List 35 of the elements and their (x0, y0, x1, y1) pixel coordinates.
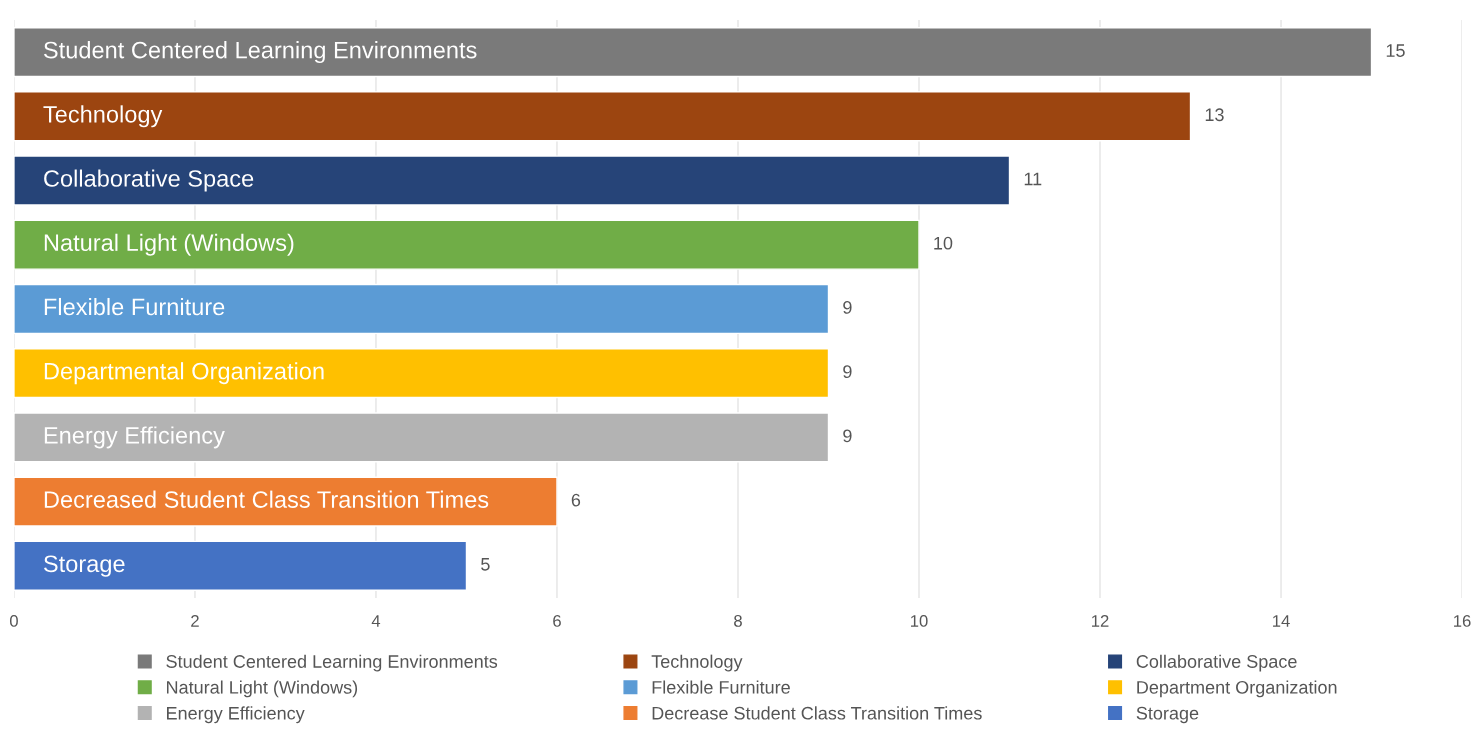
y-tick-label: Storage (43, 555, 125, 577)
x-tick-label: 2 (191, 615, 199, 627)
legend-label: Collaborative Space (1136, 654, 1297, 672)
y-tick-label: Technology (43, 105, 163, 128)
data-label: 13 (1205, 108, 1224, 122)
legend-label: Student Centered Learning Environments (166, 654, 498, 672)
legend-label: Energy Efficiency (167, 706, 305, 724)
y-tick-label: Decreased Student Class Transition Times (44, 490, 489, 508)
y-tick-label: Departmental Organization (44, 362, 324, 385)
data-label: 6 (571, 493, 581, 507)
y-tick-label: Natural Light (Windows) (44, 233, 294, 256)
x-tick-label: 6 (553, 615, 561, 627)
data-label: 9 (843, 301, 852, 314)
legend-label: Storage (1136, 706, 1199, 724)
data-label: 11 (1024, 172, 1042, 186)
x-tick-label: 14 (1273, 615, 1290, 627)
y-tick-label: Student Centered Learning Environments (43, 41, 477, 64)
data-label: 5 (481, 558, 490, 571)
x-tick-label: 0 (9, 615, 18, 627)
x-tick-label: 12 (1092, 615, 1109, 627)
y-tick-label: Energy Efficiency (44, 426, 225, 449)
x-tick-label: 16 (1454, 615, 1471, 627)
x-tick-label: 10 (911, 615, 928, 627)
x-tick-label: 4 (371, 615, 381, 627)
legend-label: Decrease Student Class Transition Times (652, 706, 982, 720)
legend-label: Flexible Furniture (652, 680, 790, 694)
data-label: 10 (934, 236, 953, 250)
data-label: 9 (843, 429, 852, 443)
data-label: 9 (843, 365, 852, 379)
legend-label: Technology (651, 654, 743, 672)
legend-label: Department Organization (1137, 680, 1337, 698)
x-tick-label: 8 (734, 615, 742, 627)
data-label: 15 (1386, 44, 1405, 57)
y-tick-label: Collaborative Space (44, 169, 254, 192)
y-tick-label: Flexible Furniture (44, 297, 225, 316)
